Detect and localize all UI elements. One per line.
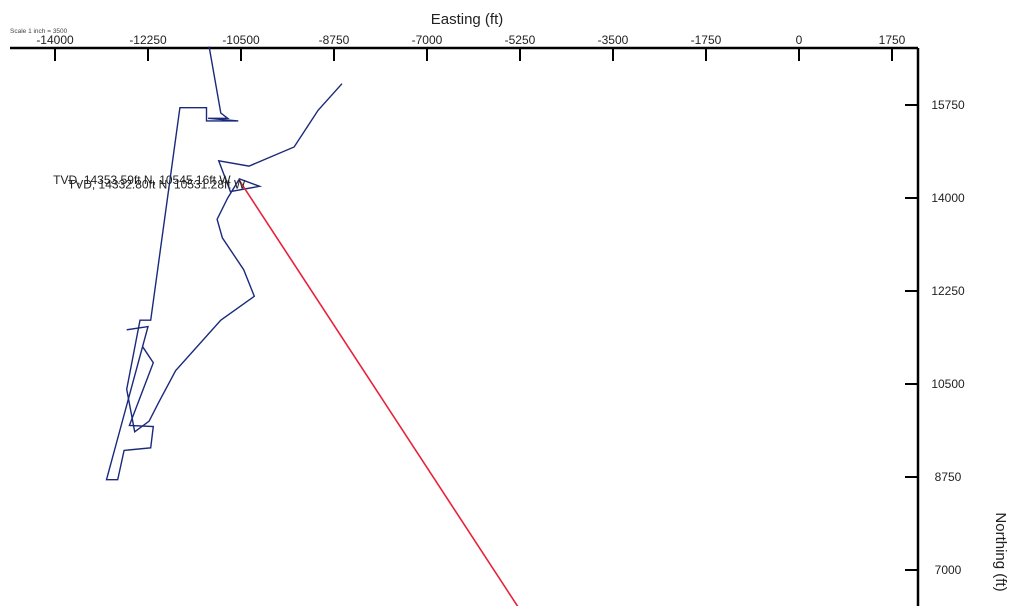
y-tick-label: 12250 — [931, 284, 965, 298]
x-tick-label: -7000 — [412, 33, 443, 47]
x-axis-title: Easting (ft) — [431, 11, 504, 28]
y-ticks: 15750 14000 12250 10500 8750 7000 — [905, 98, 965, 577]
well-path-line — [125, 46, 343, 434]
x-tick-label: -14000 — [36, 33, 74, 47]
y-tick-label: 10500 — [931, 377, 965, 391]
y-axis-title: Northing (ft) — [992, 512, 1009, 591]
well-path-line — [105, 325, 155, 481]
x-tick-label: -1750 — [691, 33, 722, 47]
series — [105, 46, 519, 606]
axes: Scale 1 inch = 3500 Easting (ft) Northin… — [10, 11, 1009, 606]
well-path-line — [238, 179, 519, 606]
scale-note: Scale 1 inch = 3500 — [10, 28, 68, 35]
x-tick-label: -3500 — [598, 33, 629, 47]
x-tick-label: 1750 — [879, 33, 906, 47]
x-tick-label: -5250 — [505, 33, 536, 47]
y-tick-label: 8750 — [935, 470, 962, 484]
y-tick-label: 7000 — [935, 563, 962, 577]
point-annotation: TVD, 14332.80ft N, 10531.28ft W — [68, 177, 246, 191]
x-tick-label: -12250 — [129, 33, 167, 47]
point-annotation: TVD, 14353.59ft N, 10545.16ft W — [53, 173, 231, 187]
x-tick-label: -8750 — [319, 33, 350, 47]
y-tick-label: 15750 — [931, 98, 965, 112]
x-tick-label: -10500 — [222, 33, 260, 47]
y-tick-label: 14000 — [931, 191, 965, 205]
x-tick-label: 0 — [796, 33, 803, 47]
x-ticks: -14000 -12250 -10500 -8750 -7000 -5250 -3500 -1… — [36, 33, 906, 61]
